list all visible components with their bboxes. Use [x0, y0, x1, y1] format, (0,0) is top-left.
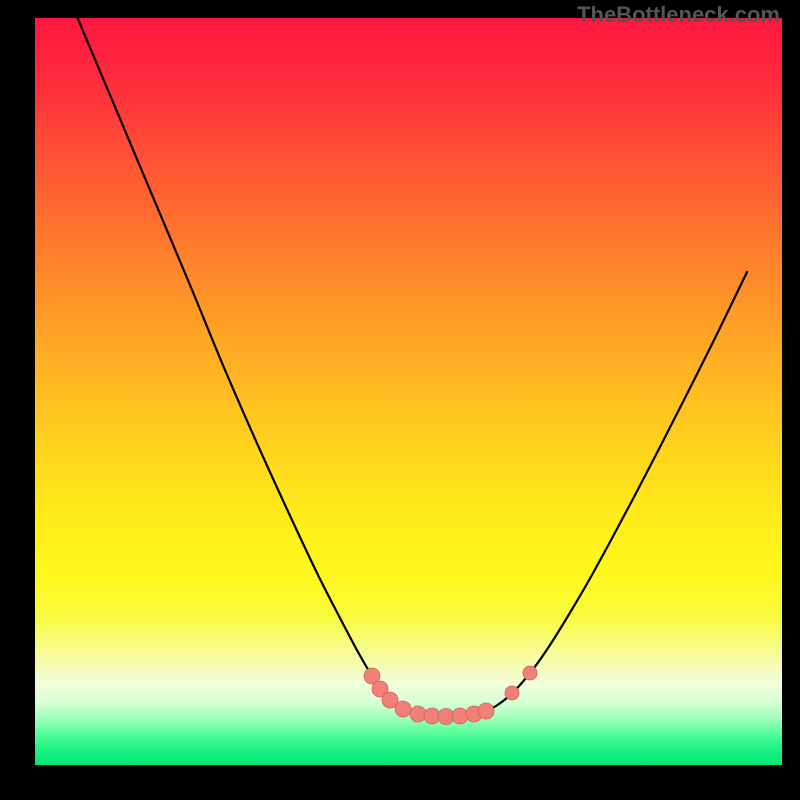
marker-point: [410, 706, 426, 722]
gradient-background: [35, 18, 782, 765]
marker-point: [523, 666, 537, 680]
chart-frame: TheBottleneck.com: [0, 0, 800, 800]
marker-point: [478, 703, 494, 719]
marker-point: [505, 686, 519, 700]
marker-point: [424, 708, 440, 724]
marker-point: [452, 708, 468, 724]
marker-point: [438, 709, 454, 725]
plot-svg: [35, 18, 782, 765]
watermark-text: TheBottleneck.com: [577, 2, 780, 28]
marker-point: [395, 701, 411, 717]
plot-area: [35, 18, 782, 765]
